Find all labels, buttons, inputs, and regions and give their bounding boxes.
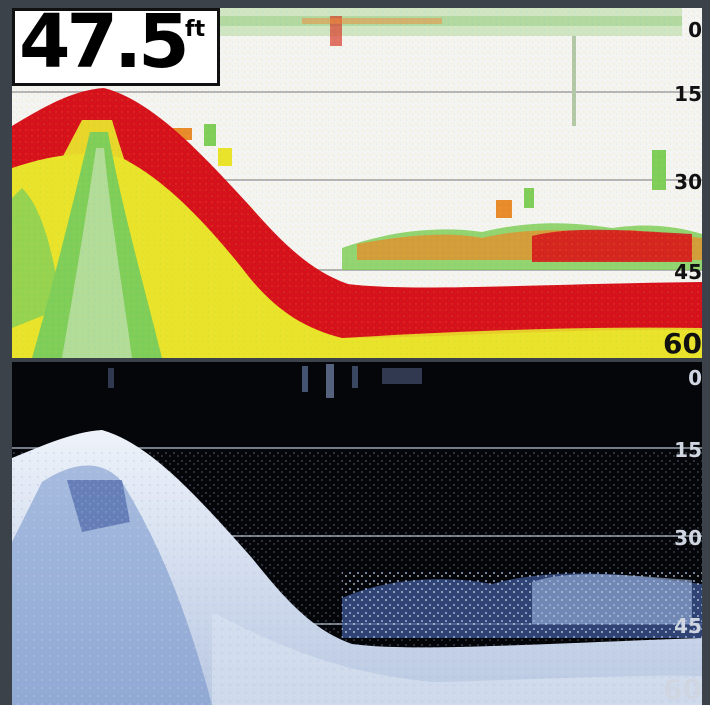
- surface-clutter: [108, 364, 422, 398]
- depth-scale-tick: 60: [663, 673, 702, 705]
- depth-scale-tick: 45: [674, 614, 702, 638]
- depth-scale-tick: 60: [663, 327, 702, 358]
- depth-scale-tick: 15: [674, 438, 702, 462]
- depth-readout: 47.5 ft: [12, 8, 220, 86]
- depth-value: 47.5: [19, 8, 190, 85]
- depth-scale-tick: 0: [688, 18, 702, 42]
- sonar-2d-panel[interactable]: 47.5 ft 0 15 30 45 60: [12, 8, 702, 358]
- depth-scale-tick: 0: [688, 366, 702, 390]
- depth-scale-tick: 30: [674, 170, 702, 194]
- depth-scale-tick: 30: [674, 526, 702, 550]
- depth-scale-tick: 45: [674, 260, 702, 284]
- down-imaging-graph: [12, 364, 702, 705]
- depth-scale-tick: 15: [674, 82, 702, 106]
- down-imaging-panel[interactable]: 0 15 30 45 60: [12, 362, 702, 705]
- depth-unit: ft: [185, 17, 206, 42]
